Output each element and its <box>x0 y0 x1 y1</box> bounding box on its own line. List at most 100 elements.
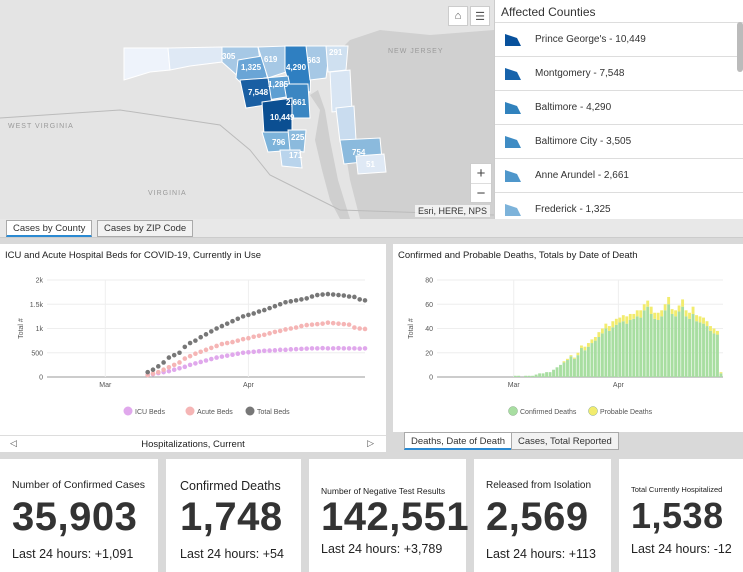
bar-confirmed <box>569 356 573 377</box>
data-point <box>325 346 331 351</box>
bar-probable <box>698 316 702 323</box>
stat-label: Number of Negative Test Results <box>321 486 446 496</box>
data-point <box>198 349 203 355</box>
beds-chart: 0 500 1k 1.5k 2k Total # Mar Apr ICU Beds Acute B… <box>18 278 368 416</box>
bar-probable <box>569 355 573 357</box>
data-point <box>240 314 246 319</box>
data-point <box>315 321 320 327</box>
stat-delta: Last 24 hours: +3,789 <box>321 542 443 556</box>
bar-confirmed <box>534 374 538 377</box>
bar-confirmed <box>702 323 705 377</box>
y-tick-label: 40 <box>425 326 433 333</box>
data-point <box>235 338 241 343</box>
county-label: 2,661 <box>286 98 307 107</box>
data-point <box>209 345 214 351</box>
data-point <box>203 358 209 363</box>
county-label: 1,325 <box>241 63 262 72</box>
county-map[interactable]: NEW JERSEY WEST VIRGINIA VIRGINIA 305 61… <box>0 0 494 219</box>
home-icon[interactable]: ⌂ <box>448 6 468 26</box>
data-point <box>209 356 214 362</box>
county-list-item[interactable]: Anne Arundel - 2,661 <box>495 158 743 192</box>
bar-probable <box>670 309 674 314</box>
data-point <box>330 320 336 326</box>
county-list-item[interactable]: Baltimore - 4,290 <box>495 90 743 124</box>
county-list-item[interactable]: Prince George's - 10,449 <box>495 22 743 56</box>
data-point <box>330 292 336 297</box>
map-canvas[interactable]: NEW JERSEY WEST VIRGINIA VIRGINIA 305 61… <box>0 0 494 219</box>
data-point <box>341 346 347 351</box>
stat-delta: Last 24 hours: -12 <box>631 542 732 556</box>
data-point <box>240 350 246 356</box>
data-point <box>293 346 299 352</box>
bar-probable <box>625 316 629 324</box>
bar-confirmed <box>576 355 580 377</box>
bar-confirmed <box>548 372 552 377</box>
tab-deaths-date-of-death[interactable]: Deaths, Date of Death <box>404 432 512 450</box>
stat-card-released-isolation: Released from Isolation 2,569 Last 24 ho… <box>474 459 611 572</box>
data-point <box>177 365 182 371</box>
zoom-in-button[interactable]: + <box>476 165 486 182</box>
prev-arrow-icon[interactable]: ◁ <box>10 438 17 448</box>
zoom-out-button[interactable]: − <box>471 183 491 202</box>
tab-cases-by-zip[interactable]: Cases by ZIP Code <box>97 220 194 237</box>
bar-confirmed <box>642 310 646 377</box>
bar-confirmed <box>656 320 660 377</box>
data-point <box>299 297 304 302</box>
bar-confirmed <box>590 343 594 377</box>
bar-confirmed <box>639 317 643 377</box>
county-list-label: Baltimore - 4,290 <box>535 102 612 113</box>
bar-probable <box>590 339 594 344</box>
data-point <box>325 320 331 325</box>
legend-label: Confirmed Deaths <box>520 409 577 416</box>
next-arrow-icon[interactable]: ▷ <box>367 438 374 448</box>
legend-label: Probable Deaths <box>600 409 653 416</box>
bar-confirmed <box>597 336 601 377</box>
data-point <box>224 353 230 358</box>
bar-probable <box>653 312 657 319</box>
bar-confirmed <box>709 330 712 377</box>
data-point <box>309 294 315 299</box>
bar-confirmed <box>670 313 674 377</box>
bar-probable <box>639 310 643 318</box>
data-point <box>246 349 251 355</box>
bar-probable <box>663 304 667 311</box>
legend-label: Acute Beds <box>197 409 233 416</box>
county-list-item[interactable]: Frederick - 1,325 <box>495 192 743 219</box>
counties-scrollbar[interactable] <box>737 22 743 72</box>
bar-confirmed <box>559 364 562 377</box>
y-tick-label: 1k <box>36 326 44 333</box>
data-point <box>150 371 156 376</box>
affected-counties-title: Affected Counties <box>501 5 596 19</box>
stat-value: 1,748 <box>180 495 283 539</box>
list-icon[interactable]: ☰ <box>470 6 490 26</box>
data-point <box>198 359 203 365</box>
data-point <box>182 364 188 370</box>
data-point <box>293 298 299 303</box>
data-point <box>346 322 352 327</box>
bar-probable <box>573 357 576 359</box>
data-point <box>304 296 310 301</box>
worcester-county <box>355 153 387 175</box>
county-list-label: Frederick - 1,325 <box>535 204 611 215</box>
bar-confirmed <box>593 340 597 377</box>
tab-cases-by-county[interactable]: Cases by County <box>6 220 93 237</box>
data-point <box>150 367 156 373</box>
talbot-county <box>335 105 357 143</box>
data-point <box>224 340 230 346</box>
bar-confirmed <box>684 316 688 377</box>
data-point <box>230 339 235 345</box>
tab-cases-total-reported[interactable]: Cases, Total Reported <box>511 432 619 450</box>
bar-confirmed <box>541 373 545 377</box>
bar-confirmed <box>649 313 653 377</box>
data-point <box>357 326 363 331</box>
data-point <box>320 292 325 297</box>
data-point <box>341 293 347 298</box>
data-point <box>352 325 357 330</box>
county-list-label: Montgomery - 7,548 <box>535 68 625 79</box>
county-list-item[interactable]: Montgomery - 7,548 <box>495 56 743 90</box>
y-tick-label: 500 <box>31 350 43 357</box>
bar-probable <box>646 300 650 307</box>
county-list-item[interactable]: Baltimore City - 3,505 <box>495 124 743 158</box>
bar-probable <box>688 312 692 319</box>
data-point <box>272 348 278 353</box>
